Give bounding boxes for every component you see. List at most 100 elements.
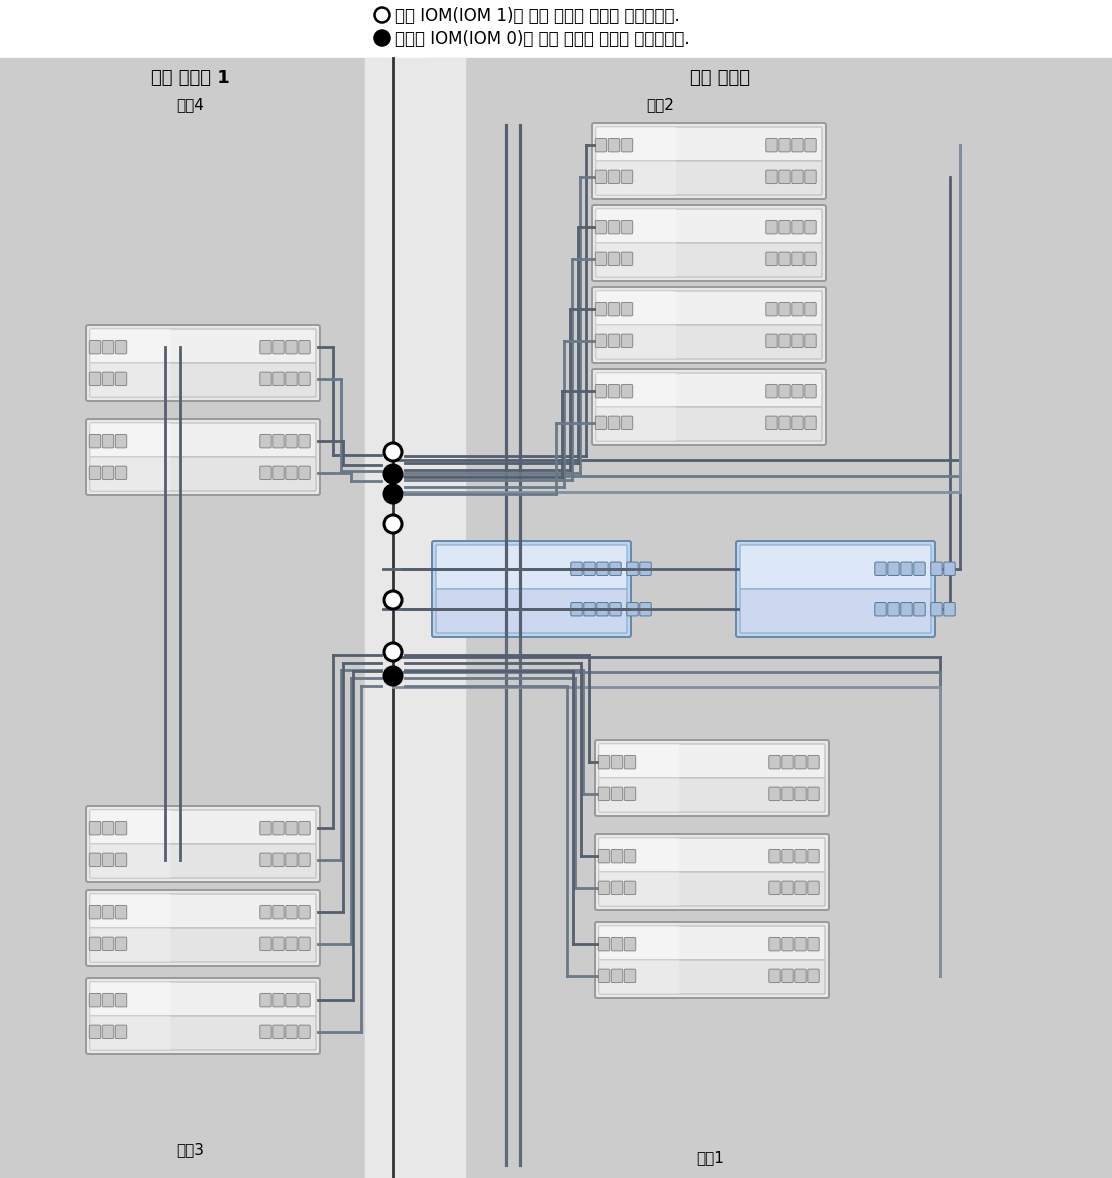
FancyBboxPatch shape <box>286 906 297 919</box>
Circle shape <box>375 31 389 46</box>
FancyBboxPatch shape <box>597 602 608 616</box>
FancyBboxPatch shape <box>931 562 942 576</box>
FancyBboxPatch shape <box>622 139 633 152</box>
FancyBboxPatch shape <box>792 252 803 265</box>
FancyBboxPatch shape <box>782 881 793 894</box>
FancyBboxPatch shape <box>286 993 297 1007</box>
FancyBboxPatch shape <box>736 541 935 637</box>
Bar <box>365 58 465 1178</box>
FancyBboxPatch shape <box>89 435 101 448</box>
FancyBboxPatch shape <box>89 993 101 1007</box>
FancyBboxPatch shape <box>595 384 607 398</box>
FancyBboxPatch shape <box>739 545 931 589</box>
FancyBboxPatch shape <box>260 340 271 353</box>
FancyBboxPatch shape <box>782 969 793 982</box>
FancyBboxPatch shape <box>89 372 101 385</box>
FancyBboxPatch shape <box>570 562 583 576</box>
FancyBboxPatch shape <box>90 894 316 928</box>
FancyBboxPatch shape <box>89 340 101 353</box>
FancyBboxPatch shape <box>599 960 679 994</box>
FancyBboxPatch shape <box>595 335 607 348</box>
FancyBboxPatch shape <box>260 466 271 479</box>
FancyBboxPatch shape <box>102 821 113 835</box>
FancyBboxPatch shape <box>595 416 607 430</box>
FancyBboxPatch shape <box>592 123 826 199</box>
FancyBboxPatch shape <box>102 340 113 353</box>
FancyBboxPatch shape <box>596 325 676 359</box>
FancyBboxPatch shape <box>260 435 271 448</box>
FancyBboxPatch shape <box>90 928 316 962</box>
FancyBboxPatch shape <box>901 562 912 576</box>
FancyBboxPatch shape <box>89 1025 101 1039</box>
FancyBboxPatch shape <box>768 755 781 769</box>
Circle shape <box>384 667 403 684</box>
FancyBboxPatch shape <box>584 562 595 576</box>
FancyBboxPatch shape <box>805 384 816 398</box>
FancyBboxPatch shape <box>596 373 676 408</box>
Bar <box>0 0 1112 58</box>
FancyBboxPatch shape <box>286 821 297 835</box>
Text: 확장 캐비닛 1: 확장 캐비닛 1 <box>150 70 229 87</box>
FancyBboxPatch shape <box>286 340 297 353</box>
FancyBboxPatch shape <box>90 982 316 1015</box>
FancyBboxPatch shape <box>805 416 816 430</box>
FancyBboxPatch shape <box>766 170 777 184</box>
FancyBboxPatch shape <box>624 938 636 951</box>
FancyBboxPatch shape <box>90 363 316 397</box>
FancyBboxPatch shape <box>299 372 310 385</box>
FancyBboxPatch shape <box>598 938 609 951</box>
FancyBboxPatch shape <box>599 926 825 960</box>
FancyBboxPatch shape <box>89 466 101 479</box>
Text: 위쪽 IOM(IOM 1)에 대한 케이블 연결을 나타냅니다.: 위쪽 IOM(IOM 1)에 대한 케이블 연결을 나타냅니다. <box>395 7 679 25</box>
FancyBboxPatch shape <box>795 938 806 951</box>
FancyBboxPatch shape <box>608 384 619 398</box>
FancyBboxPatch shape <box>299 466 310 479</box>
FancyBboxPatch shape <box>805 220 816 234</box>
FancyBboxPatch shape <box>90 423 316 457</box>
FancyBboxPatch shape <box>778 252 791 265</box>
FancyBboxPatch shape <box>299 853 310 867</box>
FancyBboxPatch shape <box>778 303 791 316</box>
FancyBboxPatch shape <box>595 303 607 316</box>
FancyBboxPatch shape <box>595 252 607 265</box>
FancyBboxPatch shape <box>90 1015 316 1050</box>
FancyBboxPatch shape <box>768 969 781 982</box>
FancyBboxPatch shape <box>875 602 886 616</box>
FancyBboxPatch shape <box>102 993 113 1007</box>
FancyBboxPatch shape <box>260 372 271 385</box>
FancyBboxPatch shape <box>805 252 816 265</box>
FancyBboxPatch shape <box>612 969 623 982</box>
FancyBboxPatch shape <box>944 562 955 576</box>
FancyBboxPatch shape <box>599 777 679 812</box>
FancyBboxPatch shape <box>795 969 806 982</box>
FancyBboxPatch shape <box>592 369 826 445</box>
Circle shape <box>384 465 403 483</box>
FancyBboxPatch shape <box>599 960 825 994</box>
FancyBboxPatch shape <box>931 602 942 616</box>
FancyBboxPatch shape <box>627 562 638 576</box>
FancyBboxPatch shape <box>901 602 912 616</box>
FancyBboxPatch shape <box>299 821 310 835</box>
FancyBboxPatch shape <box>595 170 607 184</box>
FancyBboxPatch shape <box>914 562 925 576</box>
FancyBboxPatch shape <box>608 170 619 184</box>
FancyBboxPatch shape <box>592 287 826 363</box>
FancyBboxPatch shape <box>102 906 113 919</box>
FancyBboxPatch shape <box>768 881 781 894</box>
FancyBboxPatch shape <box>624 787 636 801</box>
FancyBboxPatch shape <box>116 340 127 353</box>
FancyBboxPatch shape <box>116 435 127 448</box>
FancyBboxPatch shape <box>260 1025 271 1039</box>
Circle shape <box>384 515 403 532</box>
FancyBboxPatch shape <box>102 435 113 448</box>
FancyBboxPatch shape <box>90 423 170 457</box>
FancyBboxPatch shape <box>598 755 609 769</box>
FancyBboxPatch shape <box>595 834 830 909</box>
FancyBboxPatch shape <box>260 906 271 919</box>
FancyBboxPatch shape <box>116 466 127 479</box>
FancyBboxPatch shape <box>436 589 627 633</box>
FancyBboxPatch shape <box>272 372 285 385</box>
FancyBboxPatch shape <box>90 457 316 491</box>
FancyBboxPatch shape <box>299 938 310 951</box>
FancyBboxPatch shape <box>596 127 676 161</box>
